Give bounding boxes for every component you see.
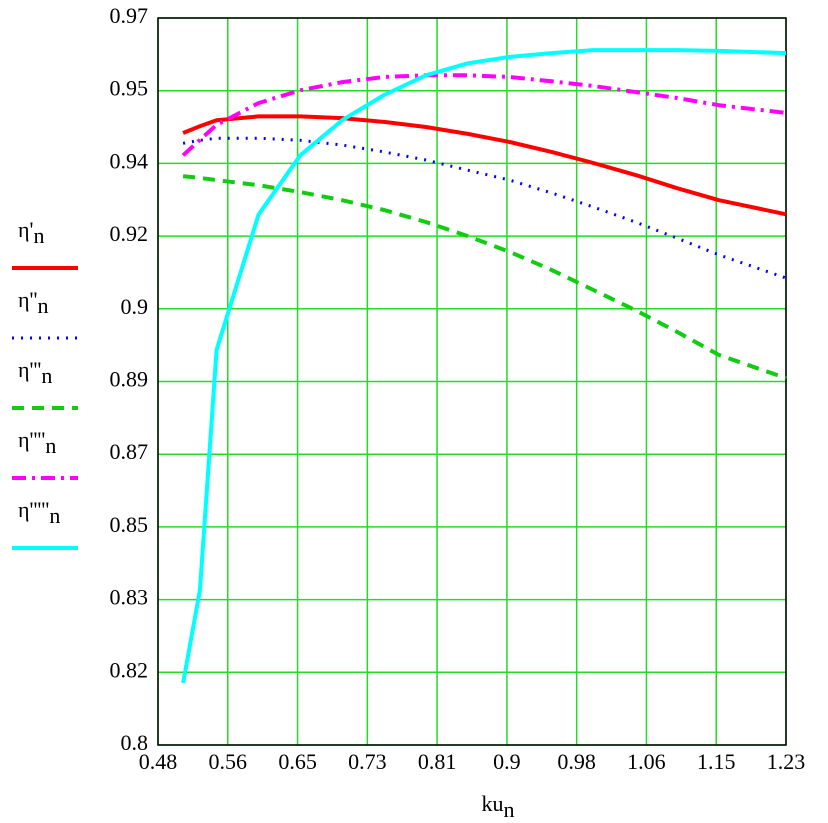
y-tick-label: 0.83 <box>110 585 149 610</box>
y-tick-label: 0.95 <box>110 76 149 101</box>
series-line <box>181 73 787 157</box>
y-tick-label: 0.92 <box>110 221 149 246</box>
legend-label: η'''''n <box>18 497 60 528</box>
x-tick-label: 0.65 <box>278 749 317 774</box>
x-tick-label: 0.48 <box>139 749 178 774</box>
plot-frame <box>157 17 787 746</box>
legend-label: η''n <box>18 287 48 318</box>
series-line <box>182 114 787 217</box>
x-axis-label: kun <box>482 791 515 822</box>
series-line <box>182 136 787 280</box>
x-tick-label: 1.06 <box>627 749 666 774</box>
x-tick-label: 0.81 <box>418 749 457 774</box>
x-tick-label: 0.9 <box>493 749 521 774</box>
x-tick-label: 0.56 <box>208 749 247 774</box>
series-line <box>181 48 787 684</box>
x-tick-label: 1.23 <box>767 749 806 774</box>
y-tick-label: 0.87 <box>110 439 149 464</box>
legend-label: η'''n <box>18 357 52 388</box>
series-line <box>182 174 787 380</box>
y-tick-label: 0.94 <box>110 148 149 173</box>
x-tick-label: 0.73 <box>348 749 387 774</box>
x-tick-label: 1.15 <box>697 749 736 774</box>
legend-label: η'n <box>18 217 44 248</box>
y-tick-label: 0.85 <box>110 512 149 537</box>
x-tick-label: 0.98 <box>557 749 596 774</box>
y-tick-label: 0.82 <box>110 657 149 682</box>
y-tick-label: 0.89 <box>110 367 149 392</box>
y-tick-label: 0.97 <box>110 3 149 28</box>
y-tick-label: 0.9 <box>121 294 149 319</box>
legend-label: η''''n <box>18 427 56 458</box>
y-tick-label: 0.8 <box>121 730 149 755</box>
